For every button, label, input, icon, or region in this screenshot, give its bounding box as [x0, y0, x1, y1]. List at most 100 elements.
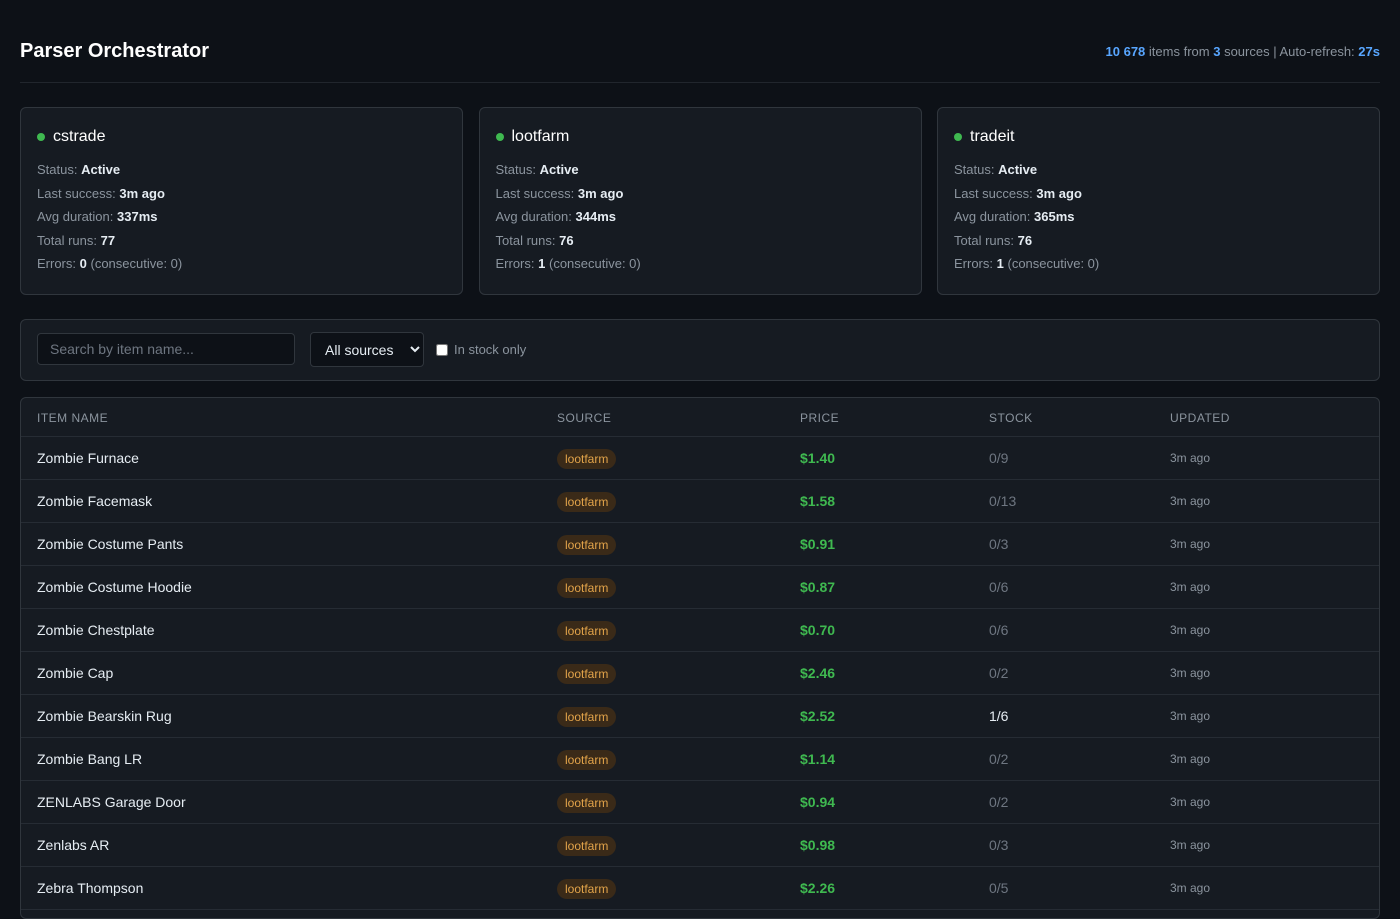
parser-total-runs: Total runs: 76	[954, 233, 1032, 248]
table-row: Zombie Bang LR lootfarm $1.14 0/2 3m ago	[21, 738, 1379, 781]
separator: |	[1273, 44, 1277, 59]
label: Last success:	[954, 186, 1033, 201]
parser-name: tradeit	[970, 128, 1015, 145]
source-badge: lootfarm	[557, 836, 617, 856]
table-row: Zombie Costume Pants lootfarm $0.91 0/3 3m a…	[21, 523, 1379, 566]
page-title: Parser Orchestrator	[20, 40, 209, 62]
parser-status: Status: Active	[496, 162, 579, 177]
table-row: ZENLABS Garage Door lootfarm $0.94 0/2 3m ag…	[21, 781, 1379, 824]
parser-card: tradeit Status: Active Last success: 3m ag…	[937, 107, 1380, 295]
price: $0.98	[800, 837, 836, 853]
parser-status: Status: Active	[954, 162, 1037, 177]
in-stock-filter[interactable]: In stock only	[436, 342, 526, 357]
label: Total runs:	[495, 233, 556, 248]
price: $1.58	[800, 493, 836, 509]
item-name: Zombie Furnace	[37, 450, 139, 466]
source-cell: lootfarm	[557, 566, 617, 608]
label: Last success:	[495, 186, 575, 201]
column-header: ITEM NAME	[37, 411, 109, 425]
stock: 0/2	[989, 665, 1009, 681]
header-stats: 10 678 items from 3 sources | Auto-refre…	[1106, 44, 1380, 59]
table-row: Zebra Thompson lootfarm $2.26 0/5 3m ago	[21, 867, 1379, 910]
updated: 3m ago	[1170, 752, 1211, 766]
filter-bar: All sources In stock only	[20, 319, 1380, 381]
parser-card: lootfarm Status: Active Last success: 3m a…	[478, 107, 922, 295]
item-name: Zombie Bang LR	[37, 751, 143, 767]
source-badge: lootfarm	[557, 621, 617, 641]
updated: 3m ago	[1170, 795, 1211, 809]
refresh-label: Auto-refresh:	[1279, 44, 1355, 59]
value: Active	[998, 162, 1038, 177]
item-name: Zombie Costume Pants	[37, 536, 184, 552]
updated: 3m ago	[1170, 838, 1211, 852]
label: Status:	[495, 162, 536, 177]
column-header: UPDATED	[1170, 411, 1230, 425]
items-table: ITEM NAME SOURCE PRICE STOCK UPDATED Zombie F…	[20, 397, 1380, 919]
value: 76	[559, 233, 574, 248]
status-dot	[954, 133, 962, 141]
item-name: Zombie Costume Hoodie	[37, 579, 192, 595]
source-badge: lootfarm	[557, 707, 617, 727]
search-input[interactable]	[37, 333, 295, 365]
column-header: STOCK	[989, 411, 1033, 425]
table-row: Zombie Furnace lootfarm $1.40 0/9 3m ago	[21, 437, 1379, 480]
item-name: Zebra Thompson	[37, 880, 144, 896]
source-badge: lootfarm	[557, 578, 617, 598]
parser-name: cstrade	[53, 128, 106, 145]
source-cell: lootfarm	[557, 738, 617, 780]
header: Parser Orchestrator 10 678 items from 3 s…	[20, 0, 1380, 83]
label: Last success:	[37, 186, 116, 201]
updated: 3m ago	[1170, 666, 1211, 680]
status-dot	[495, 133, 504, 141]
source-select[interactable]: All sources	[310, 332, 424, 367]
column-header: PRICE	[800, 411, 840, 425]
value: 3m ago	[577, 186, 624, 201]
parser-errors: Errors: 0 (consecutive: 0)	[37, 256, 182, 271]
value: 1	[996, 256, 1004, 271]
stock: 1/6	[989, 708, 1009, 724]
value: Active	[539, 162, 579, 177]
price: $0.94	[800, 794, 836, 810]
parser-last-success: Last success: 3m ago	[496, 186, 624, 201]
parser-errors: Errors: 1 (consecutive: 0)	[954, 256, 1099, 271]
item-name: Zombie Chestplate	[37, 622, 155, 638]
updated: 3m ago	[1170, 881, 1211, 895]
stock: 0/2	[989, 794, 1009, 810]
stock: 0/6	[989, 579, 1009, 595]
in-stock-checkbox[interactable]	[436, 343, 448, 356]
stock: 0/9	[989, 450, 1009, 466]
stock: 0/13	[989, 493, 1017, 509]
source-cell: lootfarm	[557, 867, 617, 909]
source-badge: lootfarm	[557, 535, 617, 555]
consecutive: (consecutive: 0)	[548, 256, 641, 271]
source-cell: lootfarm	[557, 523, 617, 565]
table-row: Zombie Facemask lootfarm $1.58 0/13 3m ago	[21, 480, 1379, 523]
price: $0.87	[800, 579, 836, 595]
label: Avg duration:	[37, 209, 114, 224]
label: Errors:	[495, 256, 535, 271]
status-dot	[37, 133, 45, 141]
stock: 0/5	[989, 880, 1009, 896]
table-row: Zombie Chestplate lootfarm $0.70 0/6 3m ago	[21, 609, 1379, 652]
source-cell: lootfarm	[557, 437, 617, 479]
table-row: Zombie Costume Hoodie lootfarm $0.87 0/6 3m …	[21, 566, 1379, 609]
label: Status:	[37, 162, 78, 177]
source-cell: lootfarm	[557, 695, 617, 737]
refresh-value: 27s	[1358, 44, 1380, 59]
parser-total-runs: Total runs: 76	[496, 233, 574, 248]
price: $0.70	[800, 622, 836, 638]
parser-total-runs: Total runs: 77	[37, 233, 115, 248]
source-badge: lootfarm	[557, 449, 617, 469]
label: Total runs:	[37, 233, 97, 248]
parser-avg-duration: Avg duration: 365ms	[954, 209, 1074, 224]
parser-name: lootfarm	[511, 128, 570, 145]
source-badge: lootfarm	[557, 750, 617, 770]
table-row: Zombie Bearskin Rug lootfarm $2.52 1/6 3m ag…	[21, 695, 1379, 738]
parser-errors: Errors: 1 (consecutive: 0)	[496, 256, 641, 271]
parser-avg-duration: Avg duration: 344ms	[496, 209, 616, 224]
updated: 3m ago	[1170, 494, 1211, 508]
label: Errors:	[954, 256, 993, 271]
page: Parser Orchestrator 10 678 items from 3 s…	[20, 0, 1380, 919]
value: 77	[100, 233, 116, 248]
price: $0.91	[800, 536, 836, 552]
